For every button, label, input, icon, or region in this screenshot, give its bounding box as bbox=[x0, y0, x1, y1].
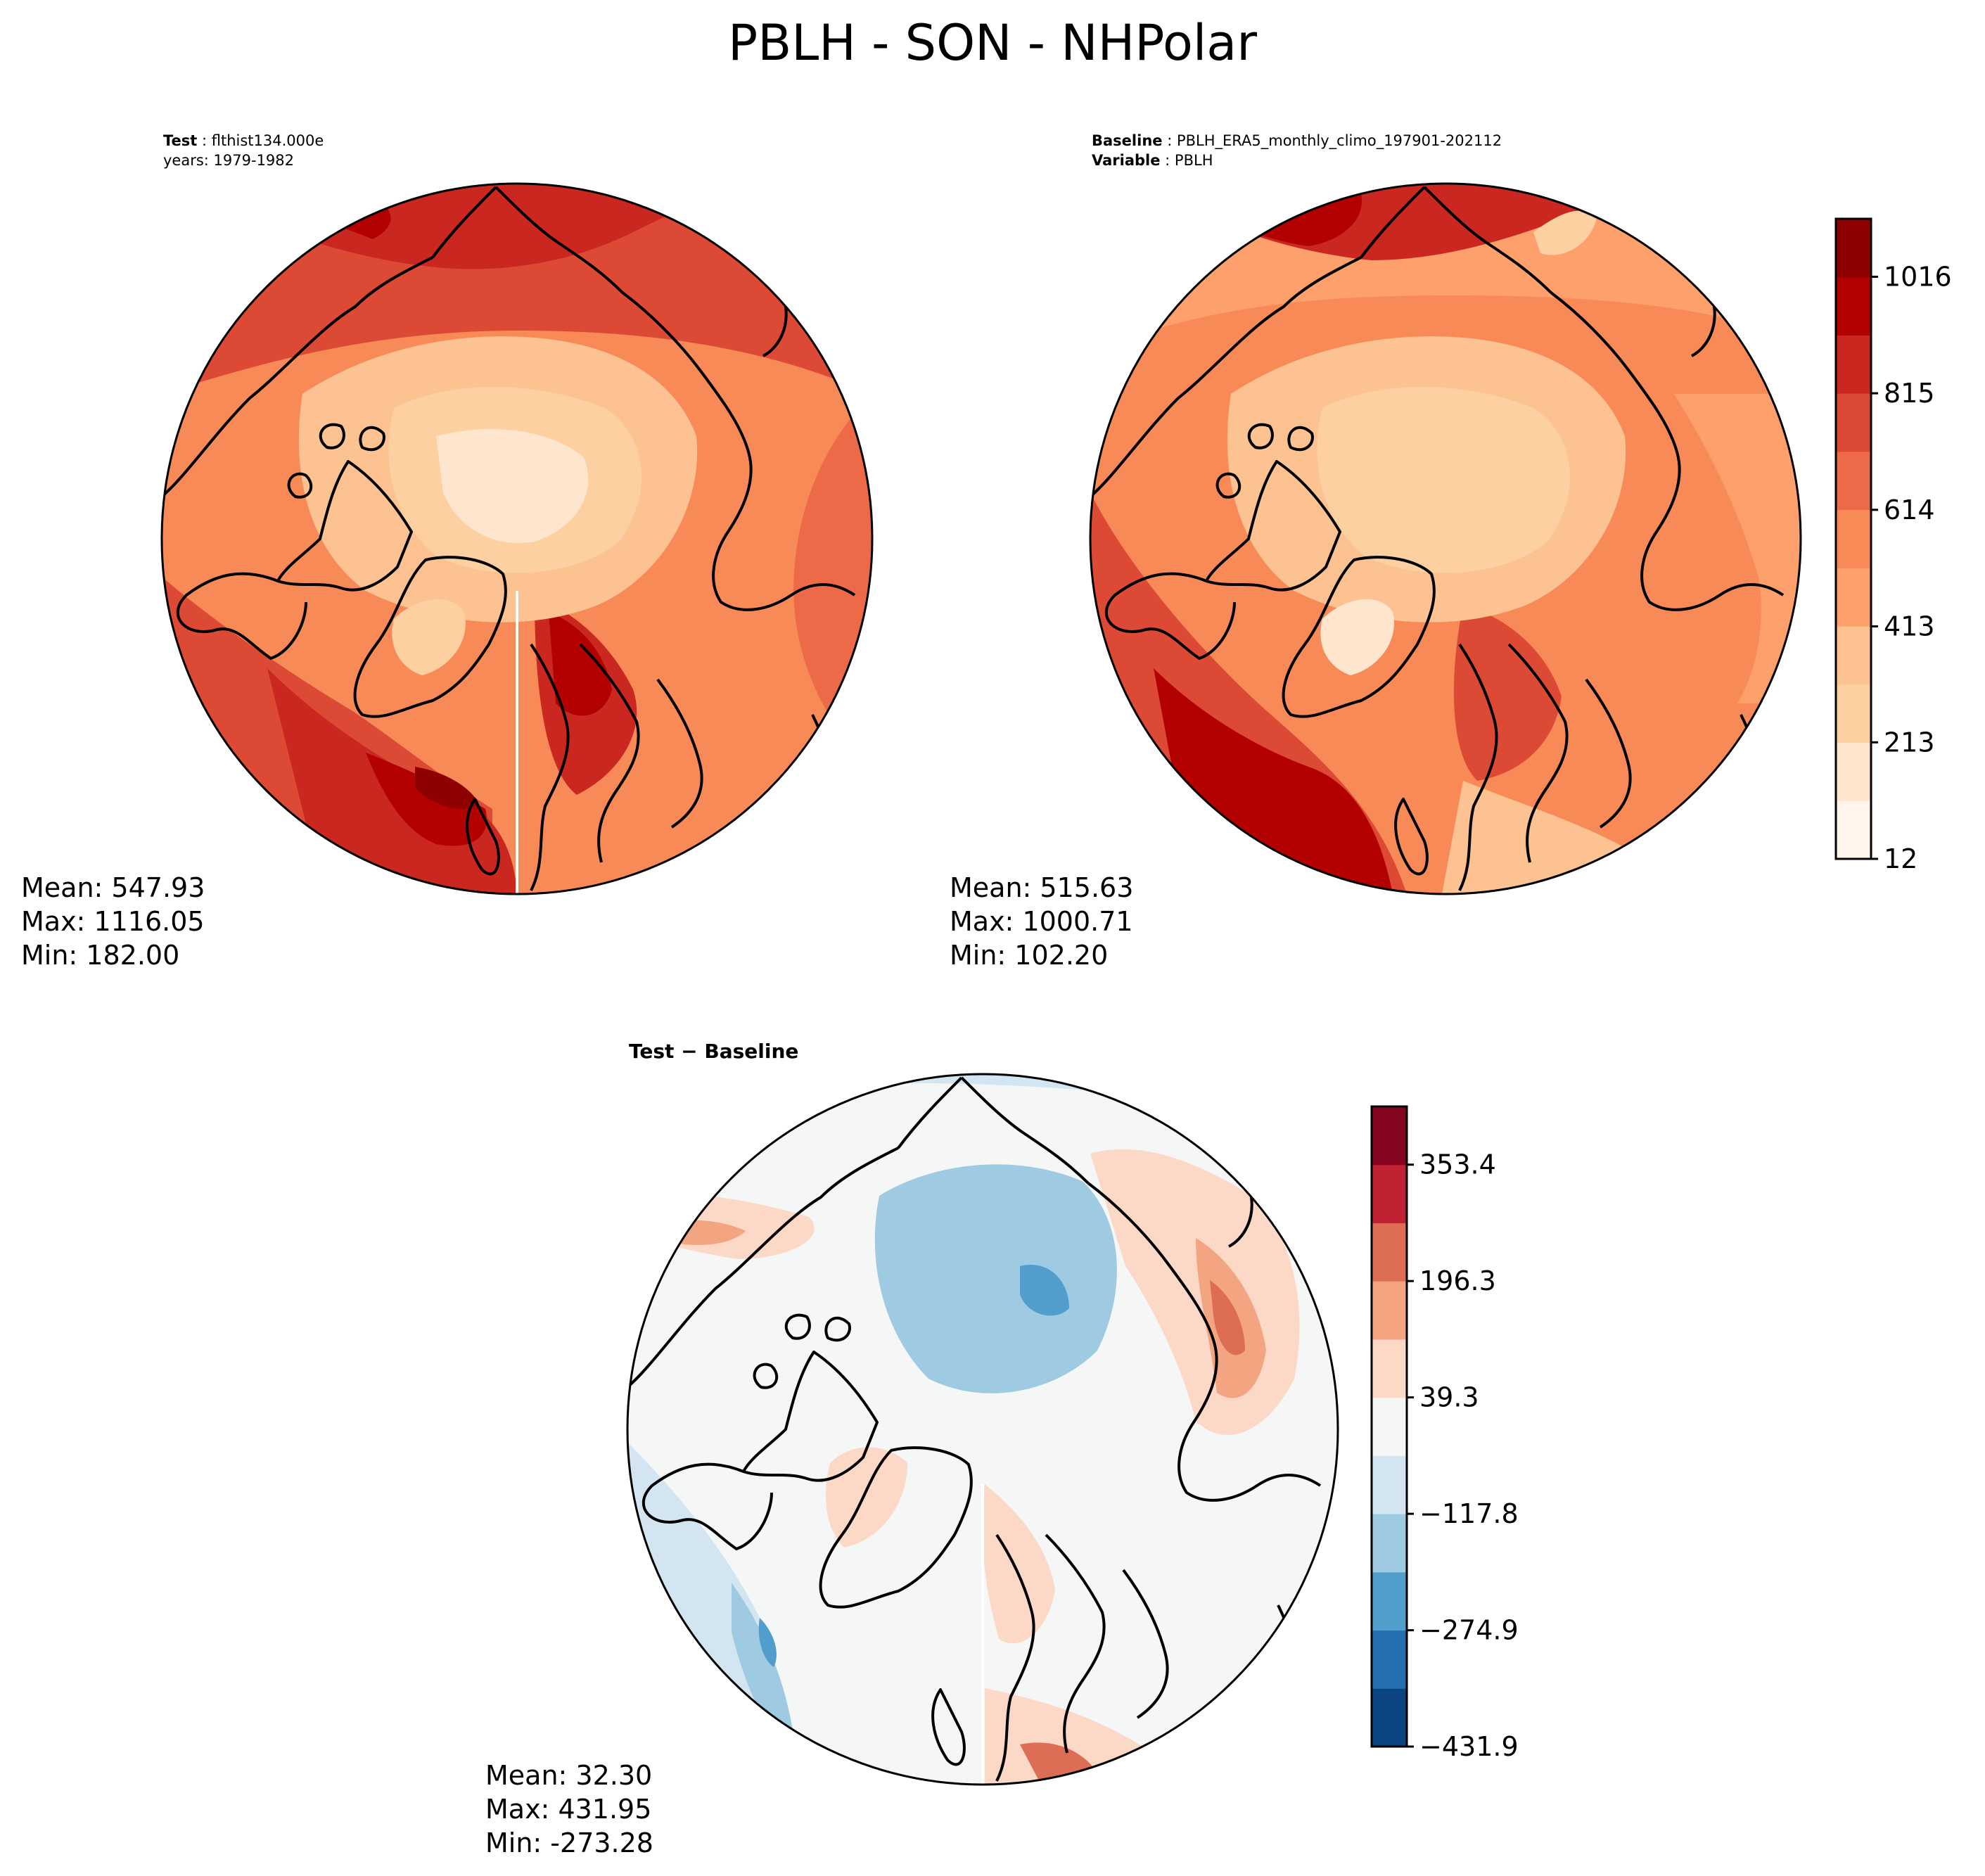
baseline-colorbar-border bbox=[1834, 217, 1872, 860]
baseline-colorbar-swatch bbox=[1836, 626, 1871, 685]
diff-colorbar-border bbox=[1370, 1105, 1408, 1748]
diff-max: Max: 431.95 bbox=[485, 1794, 652, 1825]
test-mean: Mean: 547.93 bbox=[21, 872, 205, 903]
baseline-colorbar-tick-label: 12 bbox=[1884, 843, 1917, 874]
baseline-colorbar-swatch bbox=[1836, 568, 1871, 627]
test-max: Max: 1116.05 bbox=[21, 906, 205, 937]
diff-mean: Mean: 32.30 bbox=[485, 1760, 653, 1791]
baseline-colorbar: 1016 815 614 413 213 12 bbox=[1834, 217, 1952, 874]
test-years: years: 1979-1982 bbox=[163, 152, 295, 169]
diff-min: Min: -273.28 bbox=[485, 1827, 653, 1858]
baseline-colorbar-tick-label: 213 bbox=[1884, 727, 1935, 758]
diff-colorbar-swatch bbox=[1372, 1688, 1407, 1747]
baseline-max: Max: 1000.71 bbox=[950, 906, 1133, 937]
test-stats: Mean: 547.93 Max: 1116.05 Min: 182.00 bbox=[21, 871, 205, 972]
diff-colorbar-swatch bbox=[1372, 1164, 1407, 1223]
baseline-min: Min: 102.20 bbox=[950, 940, 1109, 971]
diff-stats: Mean: 32.30 Max: 431.95 Min: -273.28 bbox=[485, 1759, 653, 1860]
baseline-colorbar-swatch bbox=[1836, 276, 1871, 336]
baseline-colorbar-swatch bbox=[1836, 509, 1871, 568]
baseline-variable-key: Variable bbox=[1092, 152, 1161, 169]
diff-colorbar-tick-label: −431.9 bbox=[1419, 1731, 1519, 1762]
baseline-colorbar-swatch bbox=[1836, 393, 1871, 452]
diff-colorbar-tick-label: −117.8 bbox=[1419, 1498, 1519, 1529]
baseline-colorbar-tick-label: 614 bbox=[1884, 494, 1935, 525]
figure-title: PBLH - SON - NHPolar bbox=[728, 14, 1257, 72]
baseline-map-border bbox=[1089, 182, 1802, 895]
baseline-colorbar-swatch bbox=[1836, 684, 1871, 744]
diff-colorbar-swatch bbox=[1372, 1397, 1407, 1456]
diff-colorbar-tick-label: 353.4 bbox=[1419, 1149, 1496, 1180]
baseline-stats: Mean: 515.63 Max: 1000.71 Min: 102.20 bbox=[950, 871, 1133, 972]
baseline-label-key: Baseline bbox=[1092, 132, 1163, 149]
baseline-colorbar-tick-label: 413 bbox=[1884, 611, 1935, 642]
test-header: Test : flthist134.000e years: 1979-1982 bbox=[163, 132, 324, 169]
diff-colorbar-swatch bbox=[1372, 1223, 1407, 1282]
test-label-value: flthist134.000e bbox=[211, 132, 324, 149]
test-map bbox=[162, 184, 872, 894]
diff-colorbar-swatch bbox=[1372, 1514, 1407, 1573]
test-map-border bbox=[160, 182, 874, 895]
diff-colorbar-swatch bbox=[1372, 1106, 1407, 1166]
baseline-colorbar-tick-label: 815 bbox=[1884, 378, 1935, 409]
baseline-header: Baseline : PBLH_ERA5_monthly_climo_19790… bbox=[1092, 132, 1502, 169]
baseline-colorbar-swatch bbox=[1836, 219, 1871, 278]
baseline-mean: Mean: 515.63 bbox=[950, 872, 1134, 903]
baseline-map bbox=[1090, 184, 1801, 894]
diff-colorbar-tick-label: 196.3 bbox=[1419, 1265, 1496, 1296]
diff-colorbar-tick-label: −274.9 bbox=[1419, 1615, 1519, 1646]
diff-colorbar-swatch bbox=[1372, 1281, 1407, 1340]
diff-colorbar-tick-label: 39.3 bbox=[1419, 1382, 1479, 1413]
baseline-colorbar-swatch bbox=[1836, 800, 1871, 860]
test-min: Min: 182.00 bbox=[21, 940, 180, 971]
diff-map bbox=[627, 1074, 1338, 1785]
baseline-variable-value: PBLH bbox=[1174, 152, 1213, 169]
diff-title: Test − Baseline bbox=[629, 1040, 799, 1063]
baseline-label-value: PBLH_ERA5_monthly_climo_197901-202112 bbox=[1176, 132, 1502, 149]
diff-colorbar: 353.4 196.3 39.3 −117.8 −274.9 −431.9 bbox=[1370, 1105, 1519, 1762]
diff-colorbar-swatch bbox=[1372, 1630, 1407, 1689]
diff-colorbar-swatch bbox=[1372, 1571, 1407, 1631]
baseline-colorbar-swatch bbox=[1836, 742, 1871, 801]
diff-map-border bbox=[626, 1073, 1339, 1786]
diff-colorbar-swatch bbox=[1372, 1455, 1407, 1514]
baseline-colorbar-swatch bbox=[1836, 335, 1871, 394]
diff-colorbar-swatch bbox=[1372, 1339, 1407, 1398]
baseline-colorbar-tick-label: 1016 bbox=[1884, 261, 1952, 292]
baseline-colorbar-swatch bbox=[1836, 451, 1871, 511]
test-label-key: Test bbox=[163, 132, 198, 149]
